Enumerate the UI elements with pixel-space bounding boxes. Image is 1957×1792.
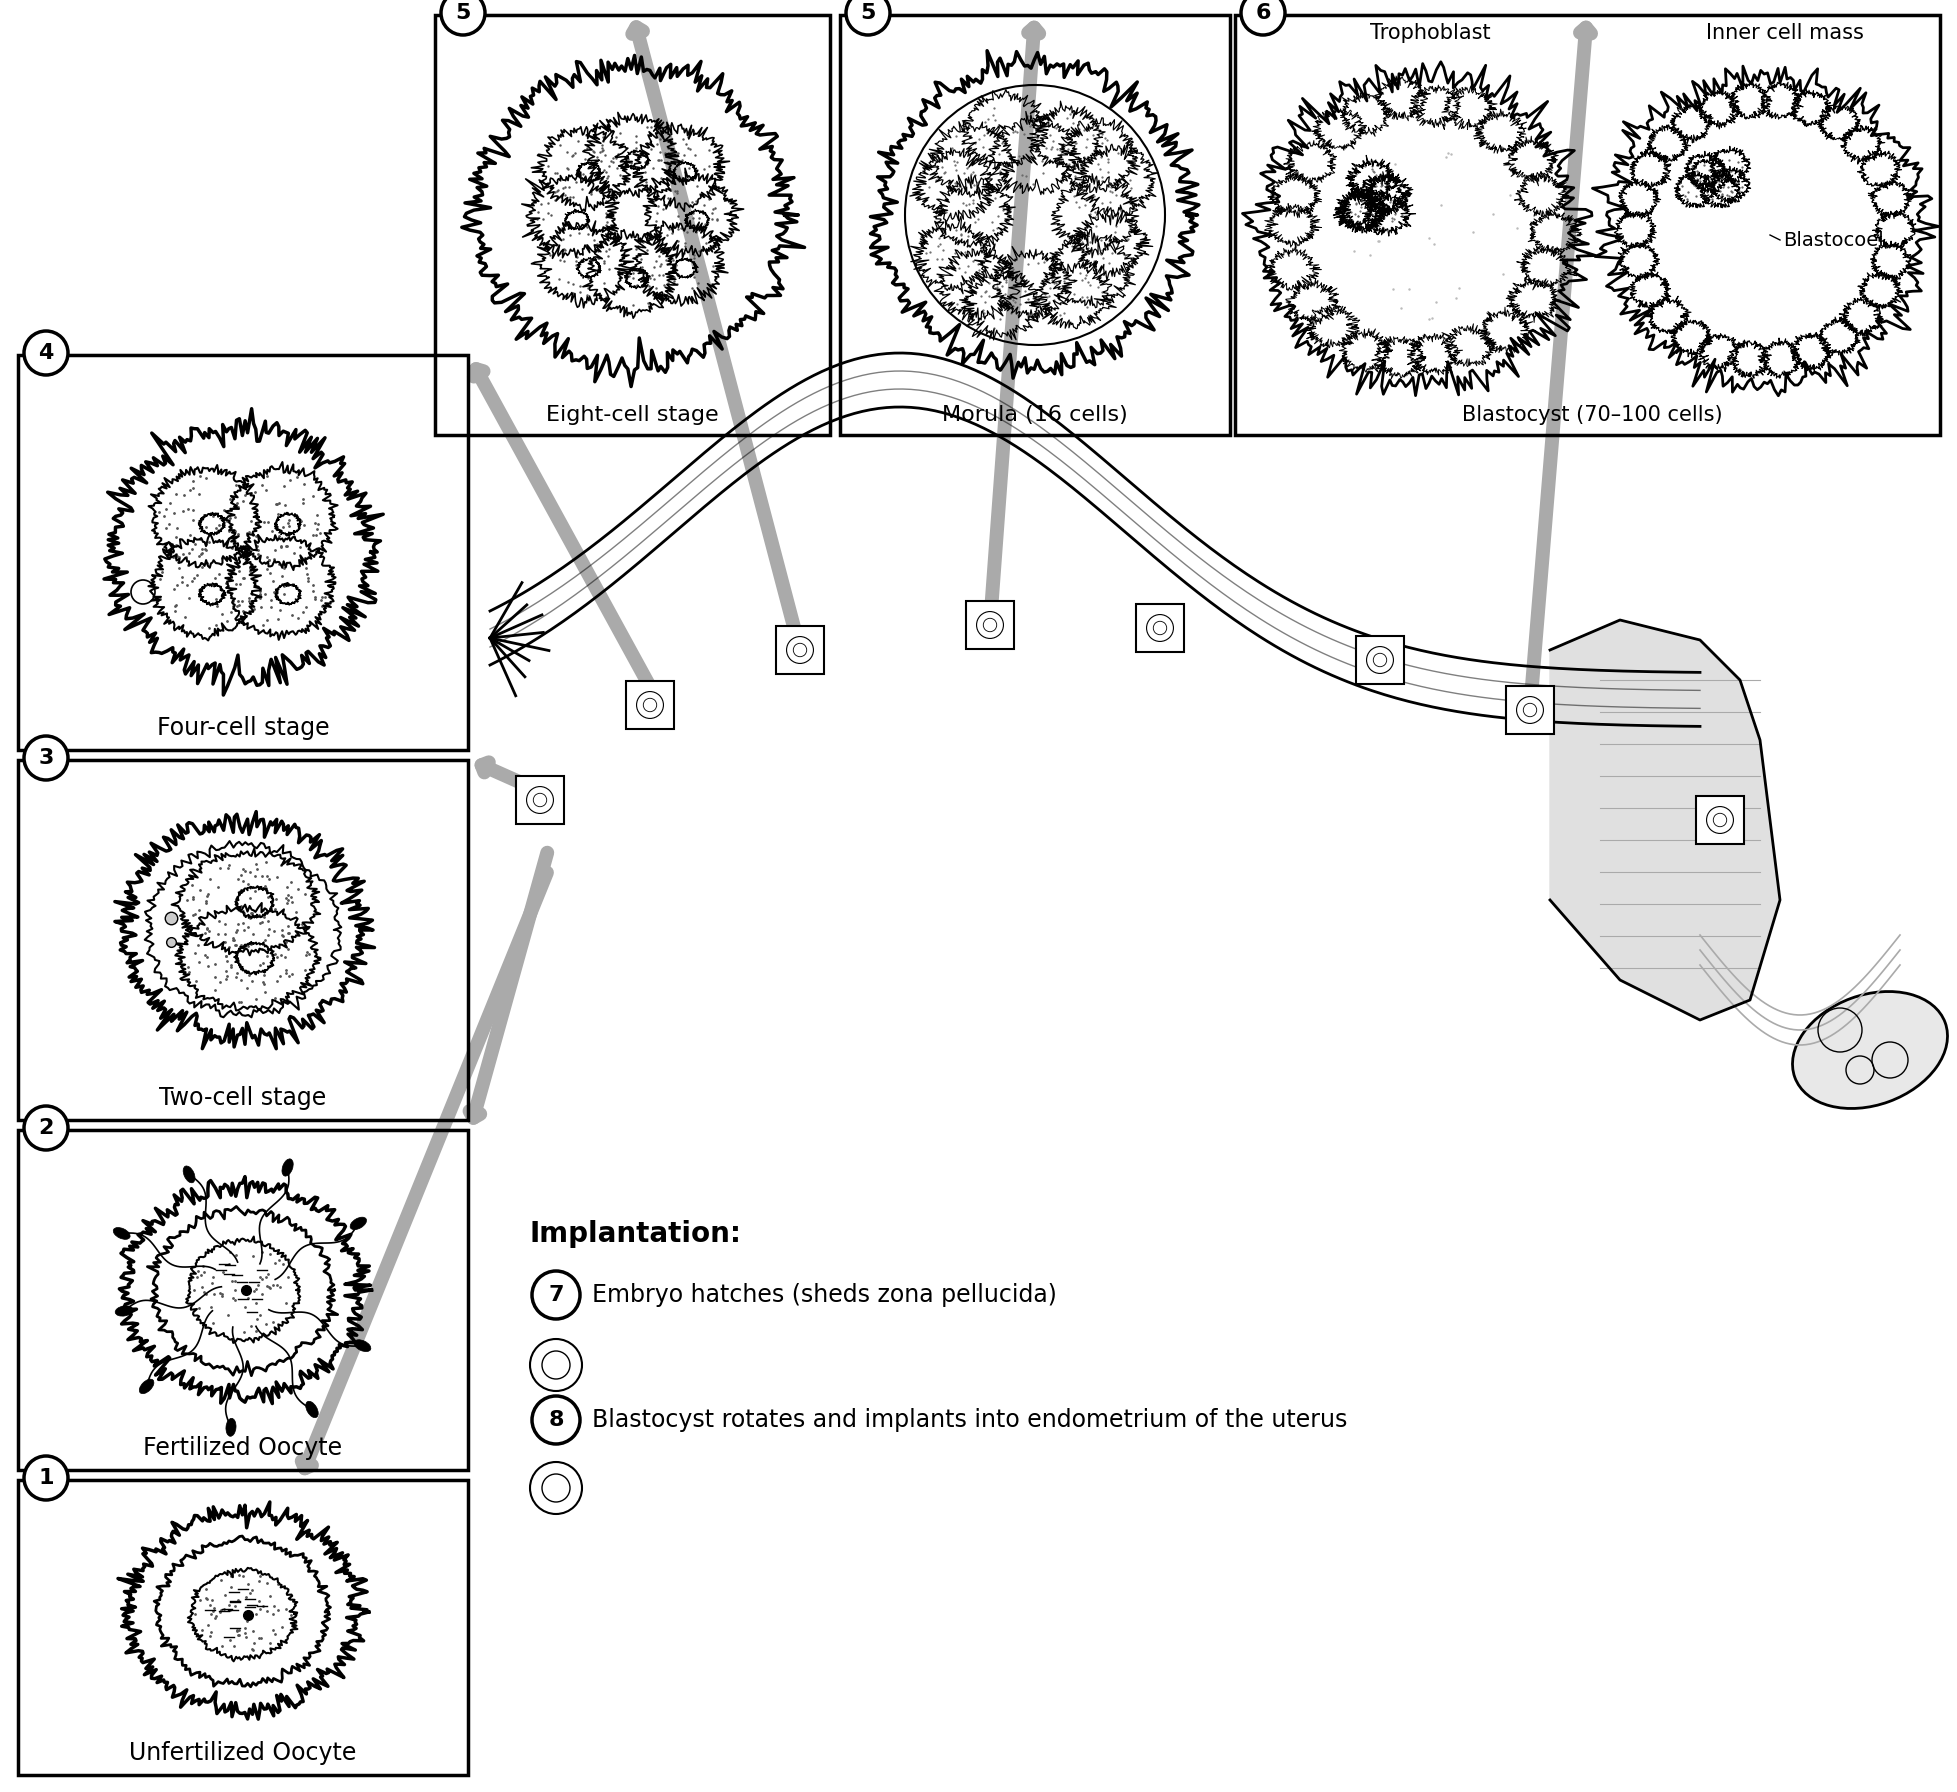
- Ellipse shape: [282, 1159, 294, 1176]
- Text: Inner cell mass: Inner cell mass: [1707, 23, 1863, 43]
- Text: Implantation:: Implantation:: [530, 1220, 742, 1247]
- Text: Blastocyst rotates and implants into endometrium of the uterus: Blastocyst rotates and implants into end…: [593, 1409, 1346, 1432]
- Ellipse shape: [305, 1401, 319, 1417]
- Circle shape: [845, 0, 890, 36]
- Bar: [626, 681, 673, 729]
- Bar: [1135, 604, 1184, 652]
- Text: Blastocyst (70–100 cells): Blastocyst (70–100 cells): [1462, 405, 1722, 425]
- Ellipse shape: [225, 1417, 237, 1435]
- Ellipse shape: [350, 1217, 366, 1229]
- Ellipse shape: [354, 1340, 370, 1351]
- Text: Four-cell stage: Four-cell stage: [157, 717, 329, 740]
- Circle shape: [440, 0, 485, 36]
- Text: 1: 1: [39, 1468, 53, 1487]
- Bar: [18, 1131, 468, 1469]
- Circle shape: [532, 1396, 579, 1444]
- Circle shape: [23, 737, 68, 780]
- Text: 2: 2: [39, 1118, 53, 1138]
- Bar: [967, 600, 1014, 649]
- Text: 7: 7: [548, 1285, 564, 1305]
- Ellipse shape: [184, 1167, 196, 1183]
- Ellipse shape: [139, 1380, 155, 1394]
- Ellipse shape: [114, 1228, 129, 1240]
- Polygon shape: [1550, 620, 1781, 1020]
- Circle shape: [532, 1271, 579, 1319]
- Text: Blastocoel: Blastocoel: [1783, 231, 1885, 249]
- Bar: [840, 14, 1231, 435]
- Text: 4: 4: [39, 342, 53, 364]
- Ellipse shape: [1793, 991, 1947, 1109]
- Bar: [1235, 14, 1939, 435]
- Text: 8: 8: [548, 1410, 564, 1430]
- Bar: [1697, 796, 1744, 844]
- Text: 3: 3: [39, 747, 53, 769]
- Bar: [1507, 686, 1554, 735]
- Circle shape: [1241, 0, 1286, 36]
- Text: Embryo hatches (sheds zona pellucida): Embryo hatches (sheds zona pellucida): [593, 1283, 1057, 1306]
- Text: Trophoblast: Trophoblast: [1370, 23, 1491, 43]
- Circle shape: [23, 332, 68, 375]
- Bar: [434, 14, 830, 435]
- Circle shape: [23, 1106, 68, 1150]
- Text: Unfertilized Oocyte: Unfertilized Oocyte: [129, 1742, 356, 1765]
- Text: 5: 5: [456, 4, 472, 23]
- Bar: [517, 776, 564, 824]
- Text: Two-cell stage: Two-cell stage: [159, 1086, 327, 1109]
- Bar: [18, 355, 468, 751]
- Circle shape: [23, 1455, 68, 1500]
- Text: Morula (16 cells): Morula (16 cells): [941, 405, 1127, 425]
- Text: Eight-cell stage: Eight-cell stage: [546, 405, 718, 425]
- Ellipse shape: [115, 1306, 133, 1315]
- Text: Fertilized Oocyte: Fertilized Oocyte: [143, 1435, 342, 1460]
- Text: 6: 6: [1254, 4, 1270, 23]
- Bar: [18, 1480, 468, 1776]
- Bar: [18, 760, 468, 1120]
- Bar: [777, 625, 824, 674]
- Text: 5: 5: [861, 4, 875, 23]
- Bar: [1356, 636, 1403, 685]
